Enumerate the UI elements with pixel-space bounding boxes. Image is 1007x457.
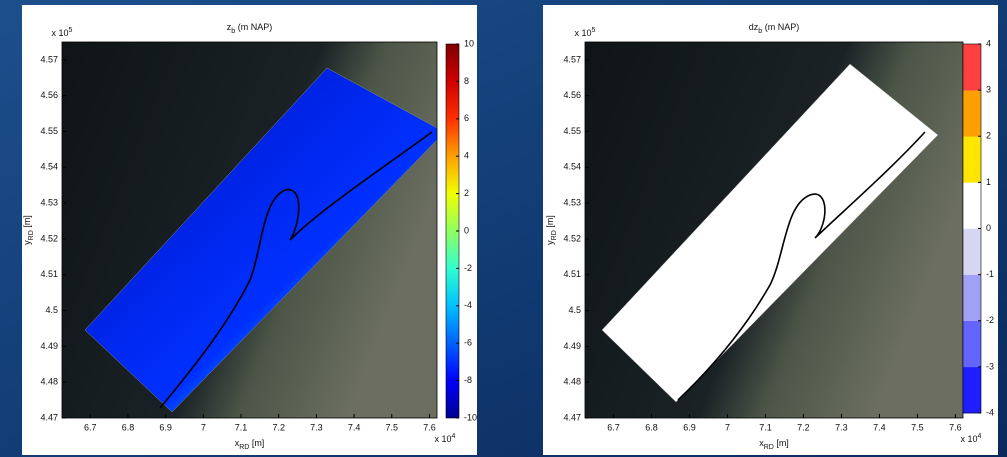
y-tick-label: 4.51 (563, 269, 581, 279)
y-multiplier-part: x 10 (575, 28, 592, 38)
y-tick-label: 4.54 (563, 162, 581, 172)
x-tick-label: 7.5 (911, 422, 924, 432)
x-tick-label: 7.6 (949, 422, 962, 432)
y-tick-label: 4.52 (40, 233, 58, 243)
y-multiplier-part: 5 (592, 27, 596, 34)
x-multiplier-part: 4 (978, 433, 982, 440)
x-tick-label: 7.4 (348, 422, 361, 432)
colorbar-band (963, 44, 981, 90)
x-tick-label: 6.7 (84, 422, 97, 432)
x-tick-label: 6.9 (683, 422, 696, 432)
colorbar-tick-label: 2 (464, 188, 469, 198)
y-tick-label: 4.47 (563, 412, 581, 422)
x-tick-label: 6.7 (607, 422, 620, 432)
y-tick-label: 4.5 (45, 305, 58, 315)
colorbar-tick-label: -8 (464, 375, 472, 385)
x-tick-label: 7 (725, 422, 730, 432)
x-tick-label: 7.5 (386, 422, 399, 432)
x-tick-label: 7.1 (235, 422, 248, 432)
page: {"chart_data": [ {"type": "map", "title"… (0, 0, 1007, 457)
y-tick-label: 4.48 (40, 377, 58, 387)
colorbar-tick-label: 1 (986, 177, 991, 187)
x-tick-label: 7.1 (759, 422, 772, 432)
colorbar-band (963, 229, 981, 275)
colorbar-tick-label: -3 (986, 361, 994, 371)
colorbar-tick-label: 0 (986, 223, 991, 233)
colorbar-band (963, 275, 981, 321)
x-axis-label-part: [m] (774, 438, 789, 448)
colorbar-tick-label: 2 (986, 131, 991, 141)
y-axis-label-part: [m] (22, 215, 32, 230)
colorbar-band (963, 90, 981, 136)
x-tick-label: 7.3 (310, 422, 323, 432)
x-tick-label: 6.8 (122, 422, 135, 432)
y-tick-label: 4.48 (563, 377, 581, 387)
colorbar-tick-label: -10 (464, 412, 477, 422)
x-tick-label: 7 (201, 422, 206, 432)
x-tick-label: 7.2 (272, 422, 285, 432)
colorbar-tick-label: 3 (986, 85, 991, 95)
colorbar-tick-label: -4 (464, 300, 472, 310)
y-tick-label: 4.5 (568, 305, 581, 315)
figure: 6.7 6.8 6.9 7 7.1 7.2 7.3 7.4 7.5 7.6 4.47 4.48 4.49… (0, 0, 1007, 457)
chart-title-part: (m NAP) (235, 22, 272, 32)
x-multiplier-part: x 10 (961, 434, 978, 444)
x-tick-label: 6.9 (159, 422, 172, 432)
x-tick-label: 6.8 (645, 422, 658, 432)
chart-title-part: (m NAP) (762, 22, 799, 32)
colorbar-tick-label: 0 (464, 225, 469, 235)
y-axis-label-part: [m] (545, 215, 555, 230)
x-tick-label: 7.2 (797, 422, 810, 432)
y-axis-label-part: RD (551, 230, 558, 240)
colorbar-tick-label: 4 (986, 38, 991, 48)
y-axis-label-part: RD (28, 230, 35, 240)
y-tick-label: 4.52 (563, 233, 581, 243)
x-tick-label: 7.6 (423, 422, 436, 432)
y-tick-label: 4.56 (563, 90, 581, 100)
colorbar-tick-label: -1 (986, 269, 994, 279)
y-tick-label: 4.47 (40, 412, 58, 422)
y-tick-label: 4.49 (40, 341, 58, 351)
colorbar-band (963, 136, 981, 182)
colorbar-tick-label: -6 (464, 338, 472, 348)
y-tick-label: 4.55 (40, 126, 58, 136)
y-tick-label: 4.54 (40, 162, 58, 172)
y-tick-label: 4.55 (563, 126, 581, 136)
colorbar-tick-label: -2 (986, 315, 994, 325)
y-tick-label: 4.56 (40, 90, 58, 100)
colorbar-tick-label: -2 (464, 263, 472, 273)
chart-title-part: dz (749, 22, 759, 32)
colorbar-band (963, 321, 981, 367)
x-tick-label: 7.3 (835, 422, 848, 432)
y-multiplier-part: 5 (69, 27, 73, 34)
y-tick-label: 4.57 (563, 54, 581, 64)
y-tick-label: 4.53 (563, 198, 581, 208)
y-tick-label: 4.57 (40, 54, 58, 64)
y-tick-label: 4.53 (40, 198, 58, 208)
x-multiplier-part: 4 (452, 433, 456, 440)
x-axis-label-part: RD (764, 444, 774, 451)
colorbar-band (963, 367, 981, 413)
colorbar-tick-label: 4 (464, 151, 469, 161)
x-multiplier-part: x 10 (435, 434, 452, 444)
x-axis-label-part: [m] (249, 438, 264, 448)
y-tick-label: 4.49 (563, 341, 581, 351)
colorbar-tick-label: -4 (986, 407, 994, 417)
colorbar-tick-label: 6 (464, 113, 469, 123)
colorbar-tick-label: 8 (464, 76, 469, 86)
colorbar-tick-label: 10 (464, 38, 474, 48)
x-tick-label: 7.4 (873, 422, 886, 432)
y-multiplier-part: x 10 (52, 28, 69, 38)
x-axis-label-part: RD (239, 444, 249, 451)
colorbar-band (963, 182, 981, 228)
y-tick-label: 4.51 (40, 269, 58, 279)
